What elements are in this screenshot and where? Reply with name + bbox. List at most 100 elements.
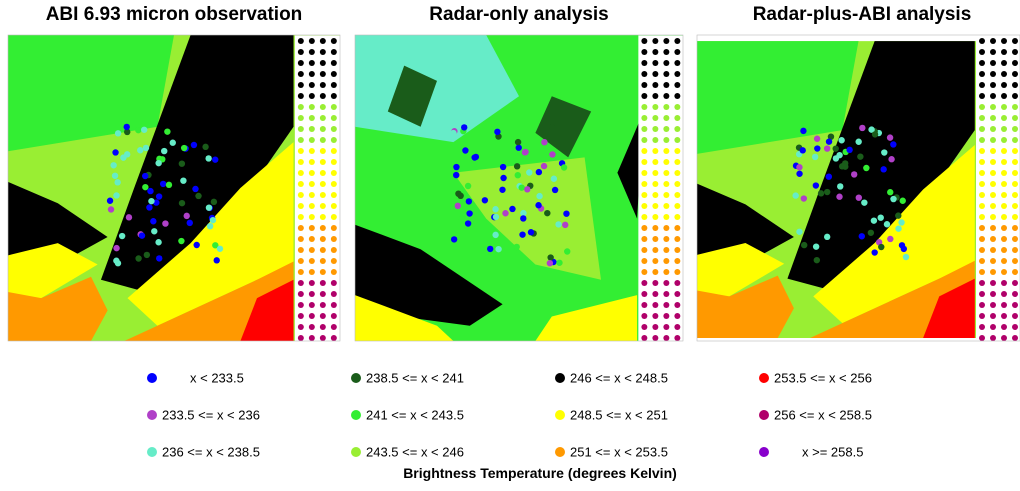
map-dot: [652, 291, 658, 297]
map-dot: [453, 164, 459, 170]
map-dot: [331, 148, 337, 154]
map-dot: [298, 82, 304, 88]
figure: ABI 6.93 micron observation Radar-only a…: [0, 0, 1020, 491]
map-dot: [113, 245, 119, 251]
map-dot: [990, 115, 996, 121]
map-dot: [309, 38, 315, 44]
map-dot: [990, 280, 996, 286]
map-dot: [663, 302, 669, 308]
map-dot: [652, 280, 658, 286]
map-dot: [663, 38, 669, 44]
map-dot: [1001, 214, 1007, 220]
map-dot: [855, 139, 861, 145]
map-dot: [887, 134, 893, 140]
map-dot: [309, 60, 315, 66]
map-dot: [674, 71, 680, 77]
map-dot: [331, 82, 337, 88]
map-dot: [979, 126, 985, 132]
map-dot: [1012, 115, 1018, 121]
map-dot: [652, 93, 658, 99]
map-dot: [170, 140, 176, 146]
map-dot: [455, 203, 461, 209]
map-dot: [1012, 159, 1018, 165]
map-dot: [309, 82, 315, 88]
legend-swatch: [147, 410, 157, 420]
panel-title: ABI 6.93 micron observation: [46, 4, 303, 25]
map-dot: [482, 197, 488, 203]
map-dot: [487, 246, 493, 252]
map-dot: [1001, 269, 1007, 275]
map-dot: [652, 126, 658, 132]
map-dot: [1001, 192, 1007, 198]
map-dot: [113, 192, 119, 198]
map-dot: [178, 238, 184, 244]
map-dot: [663, 313, 669, 319]
map-dot: [1012, 258, 1018, 264]
map-dot: [184, 213, 190, 219]
map-dot: [641, 49, 647, 55]
map-dot: [814, 136, 820, 142]
map-dot: [863, 165, 869, 171]
map-dot: [298, 38, 304, 44]
map-dot: [990, 192, 996, 198]
map-dot: [113, 258, 119, 264]
map-dot: [990, 181, 996, 187]
map-dot: [652, 324, 658, 330]
map-dot: [119, 233, 125, 239]
map-dot: [520, 215, 526, 221]
map-dot: [674, 104, 680, 110]
map-dot: [1012, 214, 1018, 220]
map-dot: [652, 159, 658, 165]
map-dot: [562, 222, 568, 228]
map-dot: [1012, 247, 1018, 253]
map-dot: [526, 169, 532, 175]
map-dot: [674, 126, 680, 132]
map-dot: [979, 258, 985, 264]
map-dot: [320, 181, 326, 187]
map-dot: [990, 324, 996, 330]
map-dot: [895, 225, 901, 231]
legend-label: 243.5 <= x < 246: [366, 444, 464, 459]
map-dot: [979, 247, 985, 253]
map-dot: [641, 170, 647, 176]
map-dot: [1012, 137, 1018, 143]
map-dot: [1012, 60, 1018, 66]
map-dot: [298, 159, 304, 165]
map-dot: [663, 291, 669, 297]
map-dot: [990, 302, 996, 308]
map-dot: [547, 254, 553, 260]
map-dot: [298, 60, 304, 66]
map-dot: [652, 49, 658, 55]
map-dot: [1012, 225, 1018, 231]
map-dot: [836, 194, 842, 200]
legend-swatch: [759, 373, 769, 383]
map-dot: [205, 155, 211, 161]
map-dot: [466, 210, 472, 216]
map-dot: [298, 126, 304, 132]
map-dot: [824, 145, 830, 151]
map-dot: [898, 219, 904, 225]
map-dot: [298, 181, 304, 187]
map-dot: [663, 82, 669, 88]
legend-label: 246 <= x < 248.5: [570, 370, 668, 385]
map-dot: [465, 220, 471, 226]
legend: x < 233.5233.5 <= x < 236236 <= x < 238.…: [147, 370, 872, 459]
map-dot: [519, 184, 525, 190]
map-dot: [142, 184, 148, 190]
map-dot: [309, 236, 315, 242]
map-dot: [826, 138, 832, 144]
map-dot: [833, 145, 839, 151]
map-dot: [979, 192, 985, 198]
map-dot: [515, 139, 521, 145]
map-dot: [193, 242, 199, 248]
map-dot: [641, 280, 647, 286]
map-dot: [298, 192, 304, 198]
map-dot: [331, 214, 337, 220]
map-dot: [674, 258, 680, 264]
map-dot: [824, 234, 830, 240]
map-dot: [495, 246, 501, 252]
map-dot: [833, 155, 839, 161]
map-dot: [509, 206, 515, 212]
map-dot: [663, 192, 669, 198]
map-dot: [466, 198, 472, 204]
